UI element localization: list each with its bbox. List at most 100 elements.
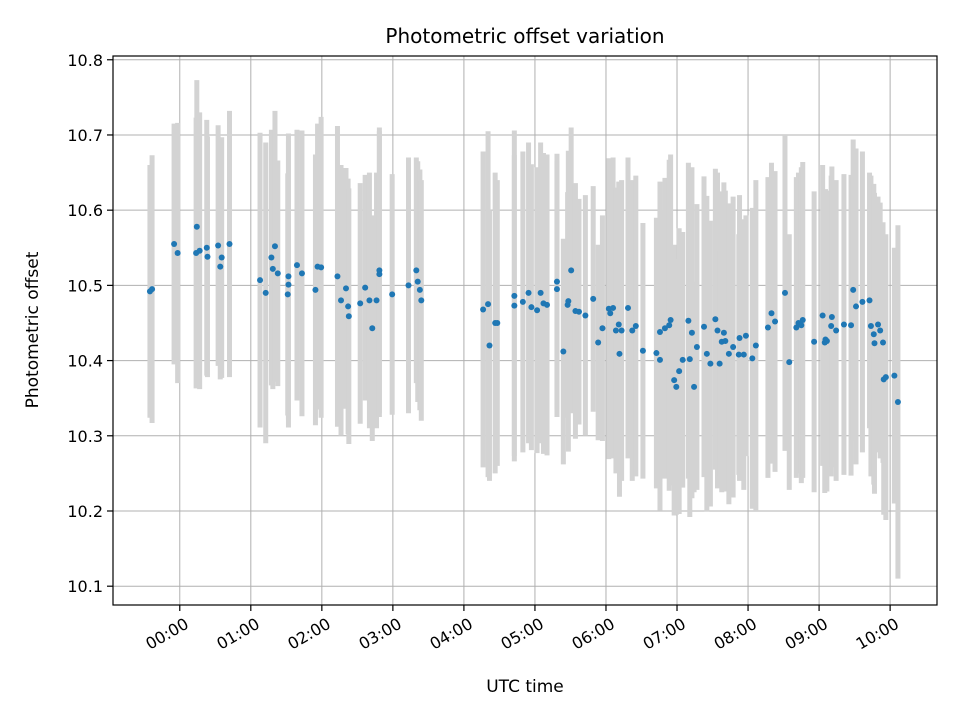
- data-point: [405, 282, 412, 289]
- data-point: [544, 301, 551, 308]
- data-point: [553, 286, 560, 293]
- data-point: [752, 342, 759, 349]
- data-point: [369, 325, 376, 332]
- data-point: [416, 286, 423, 293]
- data-point: [486, 342, 493, 349]
- data-point: [703, 350, 710, 357]
- data-point: [171, 241, 178, 248]
- data-point: [334, 273, 341, 280]
- data-point: [866, 297, 873, 304]
- data-point: [615, 321, 622, 328]
- data-point: [618, 327, 625, 334]
- data-point: [742, 332, 749, 339]
- data-point: [786, 359, 793, 366]
- data-point: [312, 286, 319, 293]
- data-point: [691, 383, 698, 390]
- data-point: [833, 327, 840, 334]
- data-point: [712, 316, 719, 323]
- data-point: [639, 347, 646, 354]
- data-point: [840, 321, 847, 328]
- data-point: [749, 355, 756, 362]
- data-point: [667, 316, 674, 323]
- data-point: [196, 247, 203, 254]
- data-point: [720, 329, 727, 336]
- data-point: [894, 398, 901, 405]
- data-point: [867, 322, 874, 329]
- data-point: [215, 242, 222, 249]
- data-point: [671, 377, 678, 384]
- data-point: [376, 271, 383, 278]
- data-point: [568, 267, 575, 274]
- data-point: [537, 289, 544, 296]
- y-axis-label: Photometric offset: [23, 251, 43, 408]
- data-point: [599, 325, 606, 332]
- data-point: [257, 277, 264, 284]
- data-point: [871, 340, 878, 347]
- data-point: [149, 286, 156, 293]
- data-point: [338, 297, 345, 304]
- y-tick-label: 10.2: [67, 502, 103, 521]
- y-tick-label: 10.1: [67, 577, 103, 596]
- data-point: [494, 319, 501, 326]
- data-point: [274, 270, 281, 277]
- data-point: [373, 297, 380, 304]
- data-point: [679, 356, 686, 363]
- data-point: [595, 339, 602, 346]
- data-point: [271, 243, 278, 250]
- data-point: [811, 338, 818, 345]
- data-point: [799, 316, 806, 323]
- data-point: [772, 318, 779, 325]
- data-point: [525, 289, 532, 296]
- data-point: [389, 291, 396, 298]
- data-point: [612, 327, 619, 334]
- data-point: [859, 298, 866, 305]
- data-point: [653, 350, 660, 357]
- data-point: [345, 313, 352, 320]
- data-point: [685, 317, 692, 324]
- data-point: [693, 344, 700, 351]
- data-point: [298, 270, 305, 277]
- data-point: [848, 322, 855, 329]
- y-tick-label: 10.6: [67, 201, 103, 220]
- data-point: [740, 351, 747, 358]
- data-point: [582, 312, 589, 319]
- y-tick-label: 10.8: [67, 51, 103, 70]
- data-point: [798, 322, 805, 329]
- data-point: [204, 253, 211, 260]
- data-point: [625, 304, 631, 311]
- data-point: [819, 312, 826, 319]
- data-point: [616, 350, 623, 357]
- data-point: [362, 284, 369, 291]
- data-point: [882, 374, 889, 381]
- y-tick-label: 10.3: [67, 427, 103, 446]
- data-point: [828, 313, 835, 320]
- data-point: [285, 273, 292, 280]
- data-point: [284, 291, 291, 298]
- y-tick-label: 10.4: [67, 352, 103, 371]
- data-point: [735, 351, 742, 358]
- data-point: [870, 331, 877, 338]
- data-point: [823, 338, 830, 345]
- data-point: [560, 348, 567, 355]
- data-point: [730, 344, 737, 351]
- data-point: [345, 303, 352, 310]
- data-point: [701, 323, 708, 330]
- data-point: [174, 250, 181, 257]
- data-point: [226, 241, 233, 248]
- data-point: [768, 310, 775, 317]
- data-point: [722, 338, 729, 345]
- data-point: [781, 289, 788, 296]
- data-point: [853, 303, 860, 310]
- data-point: [480, 306, 487, 313]
- data-point: [707, 360, 714, 367]
- data-point: [828, 322, 835, 329]
- data-point: [203, 244, 210, 251]
- data-point: [357, 300, 364, 307]
- data-point: [565, 298, 572, 305]
- data-point: [632, 322, 639, 329]
- data-point: [610, 304, 617, 311]
- data-point: [590, 295, 597, 302]
- data-point: [716, 360, 723, 367]
- data-point: [268, 254, 275, 261]
